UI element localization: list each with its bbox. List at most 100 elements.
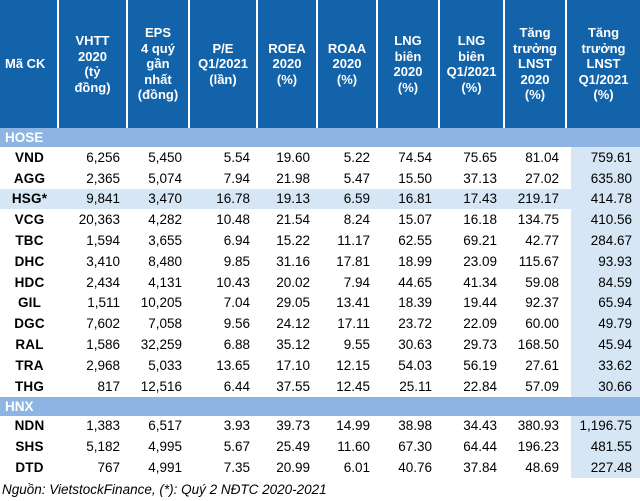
value-cell: 6,517 bbox=[128, 415, 190, 437]
ticker-cell: THG bbox=[0, 375, 59, 397]
value-cell: 56.19 bbox=[440, 354, 505, 376]
source-note: Nguồn: VietstockFinance, (*): Quý 2 NĐTC… bbox=[0, 477, 640, 501]
value-cell: 635.80 bbox=[567, 167, 640, 189]
ticker-cell: AGG bbox=[0, 167, 59, 189]
value-cell: 40.76 bbox=[378, 457, 440, 478]
value-cell: 6.59 bbox=[318, 188, 378, 210]
value-cell: 1,594 bbox=[59, 230, 128, 251]
value-cell: 9.56 bbox=[190, 313, 258, 335]
value-cell: 15.07 bbox=[378, 209, 440, 231]
value-cell: 5,033 bbox=[128, 354, 190, 376]
column-header: LNG biên 2020 (%) bbox=[378, 0, 440, 128]
ticker-cell: SHS bbox=[0, 436, 59, 458]
value-cell: 5.47 bbox=[318, 167, 378, 189]
value-cell: 2,365 bbox=[59, 167, 128, 189]
column-header: Mã CK bbox=[0, 0, 59, 128]
value-cell: 481.55 bbox=[567, 436, 640, 458]
value-cell: 1,196.75 bbox=[567, 415, 640, 437]
value-cell: 134.75 bbox=[505, 209, 567, 231]
value-cell: 20,363 bbox=[59, 209, 128, 231]
table-row-ndn: NDN 1,383 6,517 3.93 39.73 14.99 38.98 34.43 380… bbox=[0, 415, 640, 437]
value-cell: 25.11 bbox=[378, 375, 440, 397]
value-cell: 817 bbox=[59, 375, 128, 397]
value-cell: 767 bbox=[59, 457, 128, 478]
value-cell: 81.04 bbox=[505, 147, 567, 168]
value-cell: 75.65 bbox=[440, 147, 505, 168]
value-cell: 7,602 bbox=[59, 313, 128, 335]
value-cell: 57.09 bbox=[505, 375, 567, 397]
value-cell: 49.79 bbox=[567, 313, 640, 335]
value-cell: 759.61 bbox=[567, 147, 640, 168]
value-cell: 37.84 bbox=[440, 457, 505, 478]
value-cell: 33.62 bbox=[567, 354, 640, 376]
value-cell: 84.59 bbox=[567, 271, 640, 293]
value-cell: 92.37 bbox=[505, 292, 567, 314]
value-cell: 227.48 bbox=[567, 457, 640, 478]
value-cell: 93.93 bbox=[567, 250, 640, 272]
value-cell: 37.55 bbox=[258, 375, 318, 397]
table-body: HOSE VND 6,256 5,450 5.54 19.60 5.22 74.54 75.65… bbox=[0, 128, 640, 478]
ticker-cell: NDN bbox=[0, 415, 59, 437]
table-row-gil: GIL 1,511 10,205 7.04 29.05 13.41 18.39 19.44 92… bbox=[0, 292, 640, 314]
table-row-shs: SHS 5,182 4,995 5.67 25.49 11.60 67.30 64.44 196… bbox=[0, 436, 640, 458]
value-cell: 59.08 bbox=[505, 271, 567, 293]
value-cell: 6.88 bbox=[190, 334, 258, 355]
value-cell: 48.69 bbox=[505, 457, 567, 478]
value-cell: 9.85 bbox=[190, 250, 258, 272]
value-cell: 284.67 bbox=[567, 230, 640, 251]
value-cell: 10.48 bbox=[190, 209, 258, 231]
value-cell: 2,434 bbox=[59, 271, 128, 293]
value-cell: 7.04 bbox=[190, 292, 258, 314]
value-cell: 410.56 bbox=[567, 209, 640, 231]
value-cell: 1,586 bbox=[59, 334, 128, 355]
ticker-cell: GIL bbox=[0, 292, 59, 314]
value-cell: 27.02 bbox=[505, 167, 567, 189]
value-cell: 30.63 bbox=[378, 334, 440, 355]
value-cell: 4,991 bbox=[128, 457, 190, 478]
value-cell: 16.18 bbox=[440, 209, 505, 231]
value-cell: 10,205 bbox=[128, 292, 190, 314]
value-cell: 5.54 bbox=[190, 147, 258, 168]
ticker-cell: HDC bbox=[0, 271, 59, 293]
value-cell: 18.99 bbox=[378, 250, 440, 272]
value-cell: 19.13 bbox=[258, 188, 318, 210]
value-cell: 45.94 bbox=[567, 334, 640, 355]
value-cell: 17.81 bbox=[318, 250, 378, 272]
ticker-cell: TBC bbox=[0, 230, 59, 251]
value-cell: 9.55 bbox=[318, 334, 378, 355]
value-cell: 54.03 bbox=[378, 354, 440, 376]
value-cell: 12.45 bbox=[318, 375, 378, 397]
column-header: EPS 4 quý gần nhất (đồng) bbox=[128, 0, 190, 128]
value-cell: 12,516 bbox=[128, 375, 190, 397]
column-header: Tăng trưởng LNST Q1/2021 (%) bbox=[567, 0, 640, 128]
value-cell: 30.66 bbox=[567, 375, 640, 397]
value-cell: 7.94 bbox=[318, 271, 378, 293]
section-header-hose: HOSE bbox=[0, 128, 640, 147]
column-header: VHTT 2020 (tỷ đồng) bbox=[59, 0, 128, 128]
value-cell: 31.16 bbox=[258, 250, 318, 272]
value-cell: 22.84 bbox=[440, 375, 505, 397]
value-cell: 219.17 bbox=[505, 188, 567, 210]
value-cell: 13.65 bbox=[190, 354, 258, 376]
value-cell: 17.11 bbox=[318, 313, 378, 335]
value-cell: 414.78 bbox=[567, 188, 640, 210]
column-header: ROAA 2020 (%) bbox=[318, 0, 378, 128]
value-cell: 19.44 bbox=[440, 292, 505, 314]
value-cell: 19.60 bbox=[258, 147, 318, 168]
table-row-dhc: DHC 3,410 8,480 9.85 31.16 17.81 18.99 23.09 115… bbox=[0, 250, 640, 272]
value-cell: 11.60 bbox=[318, 436, 378, 458]
value-cell: 115.67 bbox=[505, 250, 567, 272]
value-cell: 7,058 bbox=[128, 313, 190, 335]
section-header-hnx: HNX bbox=[0, 396, 640, 416]
value-cell: 20.99 bbox=[258, 457, 318, 478]
table-row-dtd: DTD 767 4,991 7.35 20.99 6.01 40.76 37.84 48.69 2… bbox=[0, 457, 640, 478]
value-cell: 27.61 bbox=[505, 354, 567, 376]
column-header: P/E Q1/2021 (lần) bbox=[190, 0, 258, 128]
value-cell: 5,074 bbox=[128, 167, 190, 189]
table-row-vnd: VND 6,256 5,450 5.54 19.60 5.22 74.54 75.65 81.0… bbox=[0, 147, 640, 168]
value-cell: 60.00 bbox=[505, 313, 567, 335]
value-cell: 74.54 bbox=[378, 147, 440, 168]
table-row-agg: AGG 2,365 5,074 7.94 21.98 5.47 15.50 37.13 27.0… bbox=[0, 167, 640, 189]
value-cell: 69.21 bbox=[440, 230, 505, 251]
value-cell: 2,968 bbox=[59, 354, 128, 376]
